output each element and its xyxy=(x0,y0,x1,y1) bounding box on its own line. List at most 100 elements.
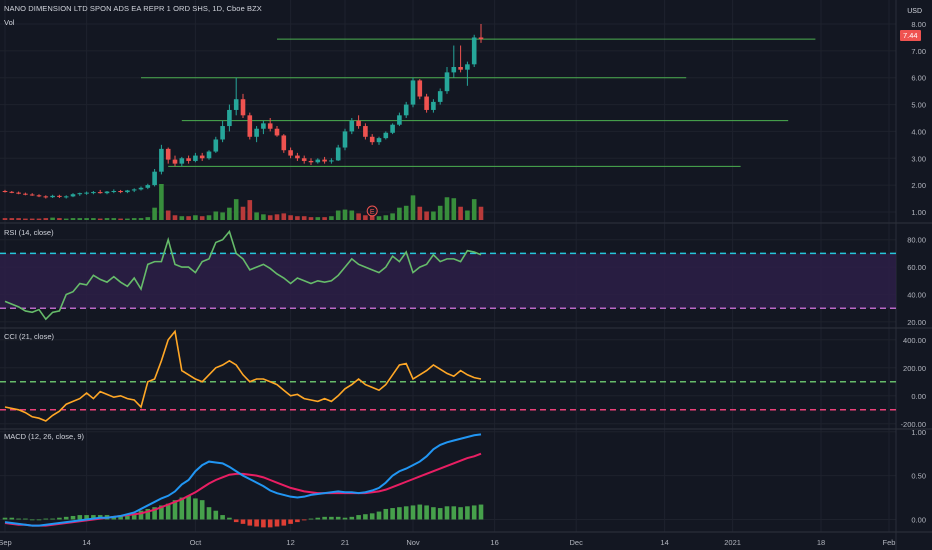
axis-tick-label: 60.00 xyxy=(907,263,926,272)
volume-bar xyxy=(84,218,89,220)
macd-histogram-bar xyxy=(458,507,463,520)
macd-histogram-bar xyxy=(247,519,253,526)
x-axis-tick: Nov xyxy=(406,538,420,547)
volume-bar xyxy=(29,218,35,220)
candle-body xyxy=(329,160,334,162)
macd-histogram-bar xyxy=(397,507,402,520)
candle-body xyxy=(417,80,423,97)
macd-histogram-bar xyxy=(145,508,151,520)
candle-body xyxy=(206,151,212,159)
candle-body xyxy=(233,99,239,110)
macd-histogram-bar xyxy=(383,508,389,520)
macd-histogram-bar xyxy=(349,516,355,520)
macd-histogram-bar xyxy=(240,519,246,524)
candle-body xyxy=(437,91,443,102)
volume-bar xyxy=(417,206,423,220)
volume-bar xyxy=(57,218,62,220)
candle-body xyxy=(179,158,185,164)
macd-histogram-bar xyxy=(125,515,130,520)
macd-histogram-bar xyxy=(403,506,409,520)
macd-histogram-bar xyxy=(315,517,321,520)
candle-body xyxy=(125,190,130,193)
candle-body xyxy=(77,193,83,195)
volume-bar xyxy=(465,210,470,220)
candle-body xyxy=(186,158,191,161)
volume-bar xyxy=(91,218,96,220)
volume-bar xyxy=(233,199,239,220)
macd-histogram-bar xyxy=(281,519,287,526)
axis-tick-label: 0.00 xyxy=(911,515,926,524)
candle-body xyxy=(43,196,49,198)
macd-histogram-bar xyxy=(84,515,89,520)
candle-body xyxy=(261,123,266,129)
macd-histogram-bar xyxy=(274,519,280,527)
candle-body xyxy=(363,126,368,137)
macd-histogram-bar xyxy=(50,518,55,520)
candle-body xyxy=(403,104,409,116)
axis-tick-label: 200.00 xyxy=(903,364,926,373)
volume-bar xyxy=(471,199,477,220)
volume-bar xyxy=(308,217,314,220)
macd-histogram-bar xyxy=(9,517,15,520)
volume-bar xyxy=(36,218,42,220)
macd-histogram-bar xyxy=(478,504,484,520)
macd-histogram-bar xyxy=(410,505,416,520)
x-axis-tick: 18 xyxy=(817,538,825,547)
candle-body xyxy=(145,185,151,188)
macd-histogram-bar xyxy=(261,519,266,528)
macd-histogram-bar xyxy=(322,516,327,520)
volume-bar xyxy=(63,218,69,220)
volume-bar xyxy=(329,216,334,220)
candle-body xyxy=(50,195,55,198)
candle-body xyxy=(383,132,389,139)
volume-bar xyxy=(138,218,144,220)
candle-body xyxy=(36,195,42,197)
volume-bar xyxy=(179,216,185,220)
candle-body xyxy=(213,139,219,152)
candle-body xyxy=(451,67,457,73)
volume-bar xyxy=(97,218,103,220)
earnings-marker-icon xyxy=(366,205,378,217)
rsi-pane-label: RSI (14, close) xyxy=(4,228,54,237)
macd-histogram-bar xyxy=(165,503,171,520)
macd-histogram-bar xyxy=(267,519,273,528)
macd-histogram-bar xyxy=(356,515,361,520)
macd-histogram-bar xyxy=(424,505,429,520)
axis-tick-label: 5.00 xyxy=(911,101,926,110)
macd-histogram-bar xyxy=(199,500,205,520)
macd-histogram-bar xyxy=(23,518,28,520)
macd-histogram-bar xyxy=(213,510,219,520)
macd-histogram-bar xyxy=(159,505,164,520)
axis-tick-label: 2.00 xyxy=(911,181,926,190)
volume-bar xyxy=(363,215,368,220)
axis-tick-label: 7.00 xyxy=(911,47,926,56)
volume-bar xyxy=(111,218,117,220)
volume-bar xyxy=(451,198,457,220)
volume-bar xyxy=(376,216,382,220)
volume-bar xyxy=(261,214,266,220)
candle-body xyxy=(376,138,382,143)
macd-histogram-bar xyxy=(193,498,198,520)
axis-tick-label: 20.00 xyxy=(907,318,926,327)
candle-body xyxy=(91,192,96,194)
macd-histogram-bar xyxy=(77,515,83,520)
axis-tick-label: 400.00 xyxy=(903,336,926,345)
x-axis-tick: Feb xyxy=(883,538,896,547)
macd-histogram-bar xyxy=(465,506,470,520)
volume-bar xyxy=(125,218,130,220)
candle-body xyxy=(410,80,416,105)
volume-bar xyxy=(193,215,198,220)
macd-histogram-bar xyxy=(308,518,314,520)
volume-bar xyxy=(50,217,55,220)
axis-tick-label: 1.00 xyxy=(911,208,926,217)
macd-histogram-bar xyxy=(451,506,457,520)
volume-bar xyxy=(281,213,287,220)
macd-histogram-bar xyxy=(179,497,185,520)
macd-histogram-bar xyxy=(220,515,225,520)
volume-bar xyxy=(444,197,450,220)
volume-bar xyxy=(322,217,327,220)
volume-label: Vol xyxy=(4,18,15,27)
candle-body xyxy=(431,101,436,110)
axis-tick-label: 8.00 xyxy=(911,20,926,29)
